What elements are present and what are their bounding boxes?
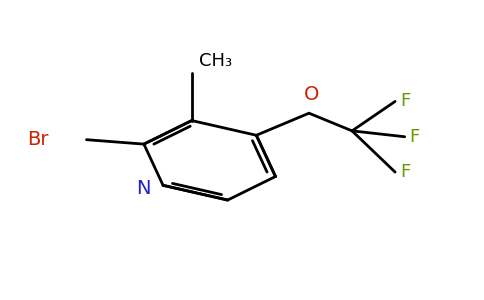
Text: O: O <box>303 85 319 104</box>
Text: Br: Br <box>27 130 48 149</box>
Text: CH₃: CH₃ <box>199 52 232 70</box>
Text: F: F <box>400 92 410 110</box>
Text: F: F <box>400 163 410 181</box>
Text: F: F <box>409 128 420 146</box>
Text: N: N <box>136 179 151 198</box>
